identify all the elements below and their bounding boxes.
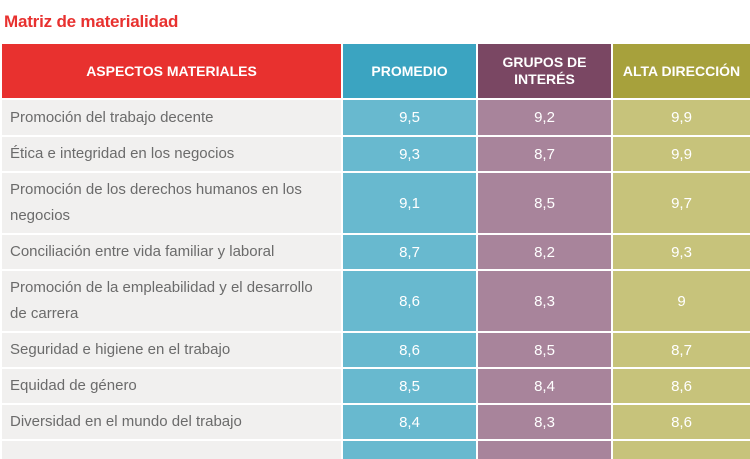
aspect-cell: Equidad de género — [2, 367, 343, 403]
table-row: Ética e integridad en los negocios 9,3 8,7… — [2, 135, 750, 171]
table-row: Promoción del trabajo decente 9,5 9,2 9,9 — [2, 98, 750, 135]
promedio-cell: 8,6 — [343, 269, 478, 331]
grupos-cell: 8,2 — [478, 233, 613, 269]
table-row: Equidad de género 8,5 8,4 8,6 — [2, 367, 750, 403]
alta-cell: 9 — [613, 269, 750, 331]
aspect-cell: Promoción de la empleabilidad y el desar… — [2, 269, 343, 331]
column-header-promedio: PROMEDIO — [343, 44, 478, 98]
promedio-cell — [343, 439, 478, 459]
table-row: Conciliación entre vida familiar y labor… — [2, 233, 750, 269]
alta-cell: 8,6 — [613, 367, 750, 403]
promedio-cell: 8,4 — [343, 403, 478, 439]
alta-cell — [613, 439, 750, 459]
aspect-cell: Promoción de los derechos humanos en los… — [2, 171, 343, 233]
promedio-cell: 9,5 — [343, 98, 478, 135]
aspect-cell: Promoción del trabajo decente — [2, 98, 343, 135]
grupos-cell: 8,4 — [478, 367, 613, 403]
grupos-cell: 8,3 — [478, 403, 613, 439]
table-row: Promoción de la empleabilidad y el desar… — [2, 269, 750, 331]
promedio-cell: 8,7 — [343, 233, 478, 269]
table-header-row: ASPECTOS MATERIALES PROMEDIO GRUPOS DE I… — [2, 44, 750, 98]
table-row — [2, 439, 750, 459]
alta-cell: 9,9 — [613, 135, 750, 171]
promedio-cell: 8,6 — [343, 331, 478, 367]
aspect-cell: Seguridad e higiene en el trabajo — [2, 331, 343, 367]
promedio-cell: 9,1 — [343, 171, 478, 233]
grupos-cell — [478, 439, 613, 459]
grupos-cell: 8,7 — [478, 135, 613, 171]
alta-cell: 8,7 — [613, 331, 750, 367]
column-header-grupos: GRUPOS DE INTERÉS — [478, 44, 613, 98]
table-row: Diversidad en el mundo del trabajo 8,4 8,3… — [2, 403, 750, 439]
aspect-cell: Diversidad en el mundo del trabajo — [2, 403, 343, 439]
aspect-cell: Conciliación entre vida familiar y labor… — [2, 233, 343, 269]
grupos-cell: 8,5 — [478, 331, 613, 367]
page-title: Matriz de materialidad — [4, 12, 179, 31]
table-row: Seguridad e higiene en el trabajo 8,6 8,5 8… — [2, 331, 750, 367]
grupos-cell: 9,2 — [478, 98, 613, 135]
alta-cell: 9,3 — [613, 233, 750, 269]
table-row: Promoción de los derechos humanos en los… — [2, 171, 750, 233]
column-header-aspectos: ASPECTOS MATERIALES — [2, 44, 343, 98]
grupos-cell: 8,3 — [478, 269, 613, 331]
aspect-cell — [2, 439, 343, 459]
alta-cell: 9,7 — [613, 171, 750, 233]
aspect-cell: Ética e integridad en los negocios — [2, 135, 343, 171]
materiality-table: ASPECTOS MATERIALES PROMEDIO GRUPOS DE I… — [2, 44, 750, 459]
promedio-cell: 9,3 — [343, 135, 478, 171]
alta-cell: 9,9 — [613, 98, 750, 135]
alta-cell: 8,6 — [613, 403, 750, 439]
column-header-alta: ALTA DIRECCIÓN — [613, 44, 750, 98]
grupos-cell: 8,5 — [478, 171, 613, 233]
promedio-cell: 8,5 — [343, 367, 478, 403]
